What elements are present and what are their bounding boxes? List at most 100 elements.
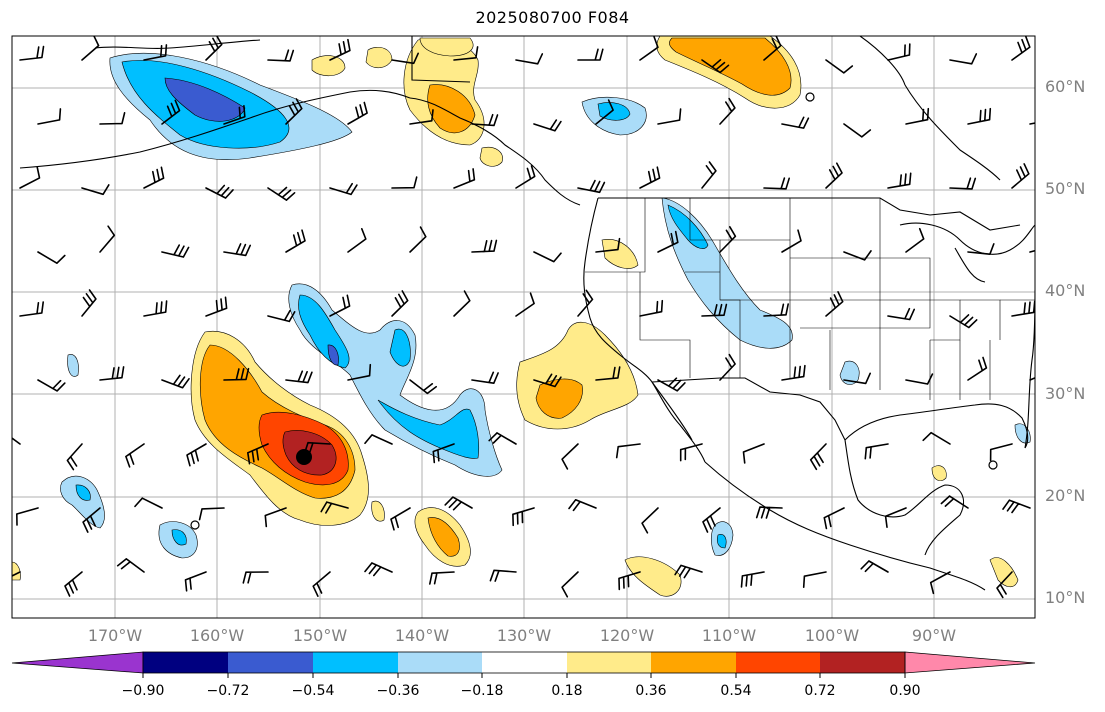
- wind-barb: [755, 506, 783, 519]
- wind-barb: [161, 374, 190, 389]
- colorbar-tick-label: −0.36: [376, 683, 420, 699]
- wind-barb: [364, 562, 393, 577]
- wind-barb: [742, 443, 765, 464]
- wind-barb: [843, 250, 872, 261]
- positive-anomaly-small-1: [311, 55, 346, 77]
- colorbar-bin: [398, 652, 482, 673]
- wind-barb: [223, 243, 251, 257]
- wind-barb: [198, 507, 225, 521]
- wind-barb: [639, 36, 659, 61]
- wind-barb: [223, 367, 250, 381]
- negative-anomaly-alaska-peak: [164, 77, 246, 122]
- wind-barb: [1029, 377, 1035, 381]
- wind-barb: [615, 443, 641, 459]
- wind-barb: [639, 299, 664, 317]
- wind-barb: [444, 496, 473, 511]
- wind-barb: [641, 507, 659, 534]
- wind-barb: [967, 243, 995, 255]
- colorbar-tick-label: −0.54: [291, 683, 335, 699]
- wind-barb: [533, 119, 562, 132]
- wind-barb: [949, 53, 978, 65]
- positive-anomaly-baja-core: [535, 378, 583, 419]
- wind-barb: [205, 184, 234, 199]
- lon-label: 130°W: [496, 626, 552, 645]
- wind-barb: [19, 166, 41, 189]
- positive-anomaly-east-pacific: [624, 556, 682, 597]
- wind-barb: [285, 370, 313, 384]
- wind-barb: [12, 437, 21, 445]
- colorbar-bin: [567, 652, 651, 673]
- wind-barb: [825, 162, 843, 189]
- negative-anomaly-south-2-core: [716, 534, 727, 549]
- wind-barb: [453, 46, 479, 61]
- state-borders: [585, 198, 1035, 400]
- wind-barb: [802, 571, 827, 588]
- wind-barb: [267, 309, 296, 323]
- colorbar-tick-label: −0.90: [121, 683, 165, 699]
- wind-barb: [701, 161, 717, 189]
- wind-barb: [12, 571, 21, 577]
- colorbar-tick-label: 0.90: [889, 683, 921, 699]
- wind-barb: [267, 186, 296, 201]
- wind-barb: [949, 177, 977, 190]
- wind-barb: [242, 571, 269, 584]
- wind-barb: [19, 45, 45, 61]
- colorbar-bin: [228, 652, 313, 673]
- wind-barb: [37, 379, 66, 392]
- lat-label: 20°N: [1045, 486, 1086, 505]
- wind-barb: [329, 294, 351, 317]
- wind-barb: [453, 168, 476, 189]
- wind-barb: [390, 507, 411, 531]
- wind-barb: [143, 44, 168, 61]
- wind-barb: [1029, 122, 1035, 125]
- wind-barb: [843, 372, 871, 385]
- wind-barb: [1002, 499, 1031, 514]
- wind-barb: [809, 443, 827, 471]
- lon-label: 110°W: [701, 626, 757, 645]
- lat-label: 50°N: [1045, 179, 1086, 198]
- colorbar-extend-min: [11, 651, 144, 674]
- wind-barb: [967, 356, 988, 381]
- wind-barb: [825, 59, 854, 74]
- wind-barb: [515, 165, 536, 189]
- colorbar-bin: [313, 652, 398, 673]
- wind-barb: [639, 166, 661, 189]
- wind-barb: [905, 373, 934, 385]
- wind-barb: [763, 303, 789, 317]
- positive-anomaly-south-pacific-core: [427, 517, 460, 557]
- wind-barb: [595, 99, 614, 125]
- wind-barb: [905, 227, 925, 253]
- lon-label: 150°W: [292, 626, 348, 645]
- wind-barb: [37, 251, 66, 264]
- wind-barb: [967, 107, 992, 125]
- wind-barb: [429, 571, 455, 585]
- wind-barb: [391, 52, 419, 65]
- wind-barb: [471, 371, 499, 384]
- wind-barb: [329, 182, 358, 196]
- wind-barb: [864, 443, 889, 460]
- lon-label: 170°W: [87, 626, 143, 645]
- wind-barb: [347, 228, 367, 253]
- colorbar-bin: [736, 652, 820, 673]
- wind-barb: [887, 307, 915, 321]
- wind-barb: [329, 38, 351, 61]
- lat-label: 40°N: [1045, 281, 1086, 300]
- colorbar-tick-label: 0.18: [551, 683, 583, 699]
- wind-barb: [674, 564, 703, 579]
- wind-barb: [143, 300, 168, 317]
- wind-barb: [568, 499, 597, 512]
- wind-barb: [264, 507, 287, 528]
- island-marker: [190, 520, 200, 530]
- wind-barb: [905, 107, 930, 125]
- island-marker: [988, 460, 998, 470]
- wind-barb: [595, 366, 621, 381]
- negative-anomaly-pacific-band-core-3: [389, 328, 411, 367]
- wind-barb: [267, 49, 295, 62]
- wind-barb: [161, 99, 181, 125]
- colorbar-tick-label: −0.18: [460, 683, 504, 699]
- wind-barb: [285, 229, 306, 253]
- wind-barb: [81, 184, 110, 196]
- negative-anomaly-texas: [839, 360, 860, 385]
- wind-barb: [515, 292, 535, 317]
- wind-barb: [719, 353, 736, 381]
